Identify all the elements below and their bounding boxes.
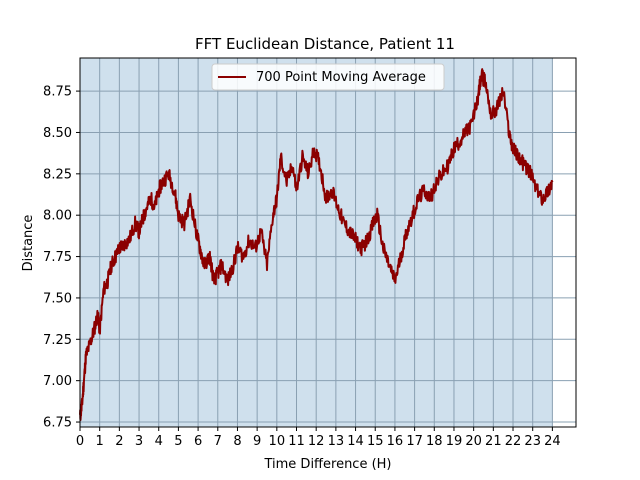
x-tick-label: 1: [96, 434, 104, 449]
x-tick-label: 19: [446, 434, 463, 449]
x-tick-label: 0: [76, 434, 84, 449]
y-tick-label: 7.25: [43, 333, 72, 348]
x-tick-label: 6: [194, 434, 202, 449]
x-tick-label: 18: [426, 434, 443, 449]
x-tick-label: 4: [155, 434, 163, 449]
x-tick-label: 15: [367, 434, 384, 449]
x-tick-label: 13: [328, 434, 345, 449]
x-tick-label: 11: [288, 434, 305, 449]
x-tick-label: 5: [174, 434, 182, 449]
chart-title: FFT Euclidean Distance, Patient 11: [195, 35, 455, 53]
x-tick-label: 12: [308, 434, 325, 449]
y-tick-label: 6.75: [43, 416, 72, 431]
x-tick-label: 24: [544, 434, 561, 449]
x-tick-label: 21: [485, 434, 502, 449]
y-tick-label: 8.50: [43, 126, 72, 141]
x-tick-label: 7: [214, 434, 222, 449]
legend-label: 700 Point Moving Average: [256, 70, 426, 85]
y-tick-label: 8.25: [43, 167, 72, 182]
y-tick-label: 8.00: [43, 209, 72, 224]
x-tick-label: 2: [115, 434, 123, 449]
x-tick-label: 3: [135, 434, 143, 449]
x-tick-label: 22: [505, 434, 522, 449]
y-tick-label: 7.00: [43, 374, 72, 389]
x-tick-label: 23: [524, 434, 541, 449]
y-axis-label: Distance: [21, 215, 36, 272]
x-tick-label: 9: [253, 434, 261, 449]
x-axis-label: Time Difference (H): [263, 457, 391, 472]
x-tick-label: 20: [465, 434, 482, 449]
y-tick-label: 8.75: [43, 85, 72, 100]
x-tick-label: 16: [387, 434, 404, 449]
y-tick-label: 7.50: [43, 291, 72, 306]
x-tick-label: 17: [406, 434, 423, 449]
y-tick-label: 7.75: [43, 250, 72, 265]
x-tick-label: 14: [347, 434, 364, 449]
legend: 700 Point Moving Average: [212, 64, 444, 90]
x-tick-label: 10: [269, 434, 286, 449]
x-tick-label: 8: [233, 434, 241, 449]
